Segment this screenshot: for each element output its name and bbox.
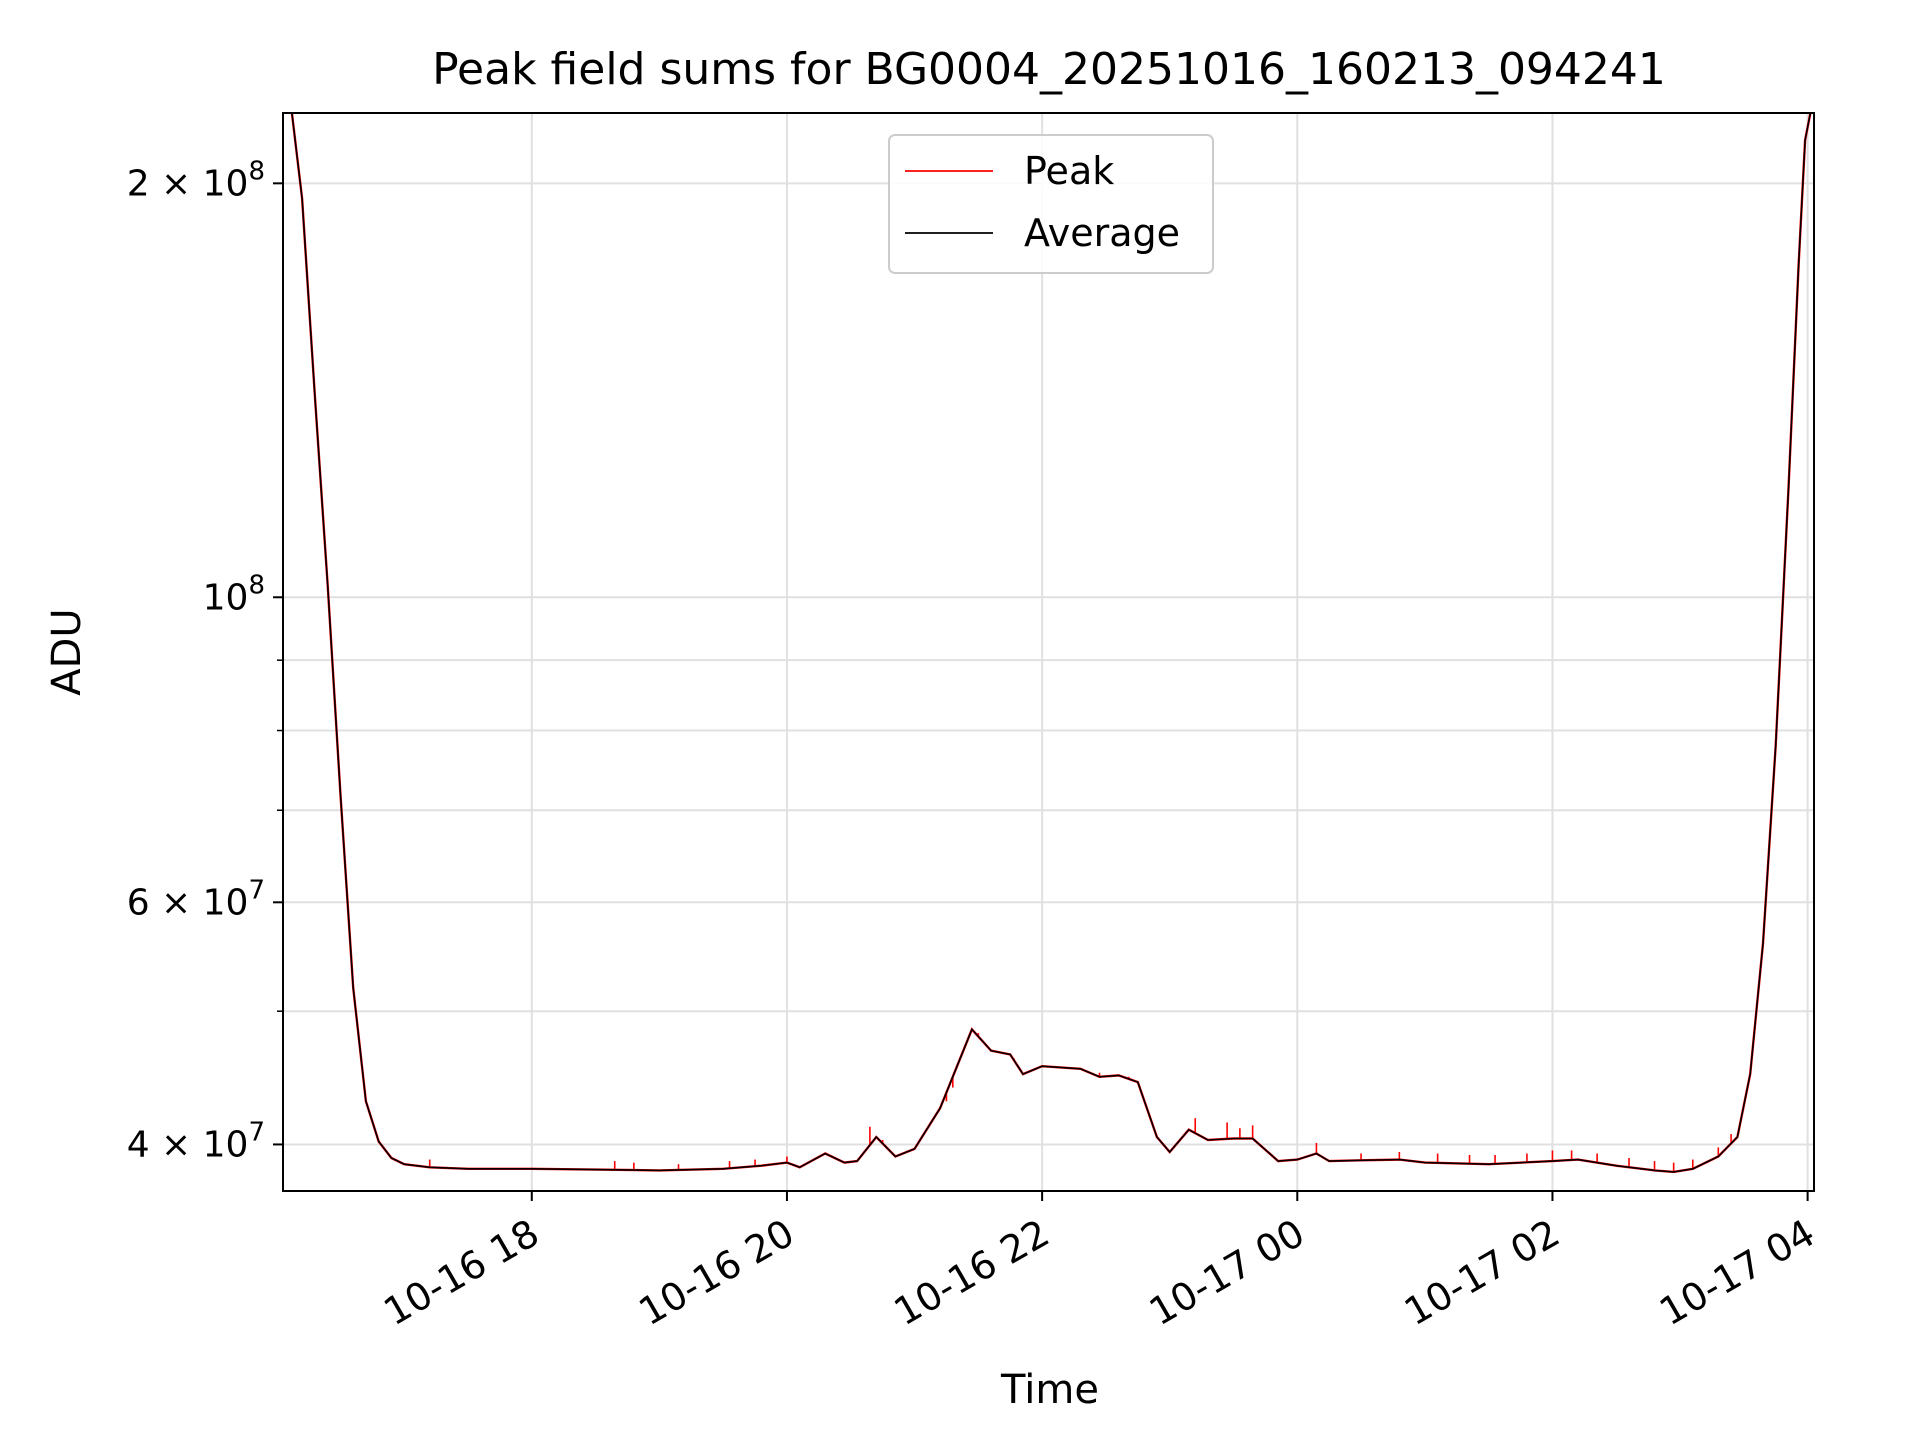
data-layer bbox=[290, 113, 1812, 1174]
average-series-line bbox=[290, 113, 1812, 1173]
y-tick-exponent: 7 bbox=[248, 1117, 265, 1147]
legend-peak-label: Peak bbox=[1024, 149, 1114, 193]
y-tick-exponent: 7 bbox=[248, 875, 265, 905]
plot-frame bbox=[282, 112, 1815, 1192]
legend-box bbox=[888, 134, 1214, 274]
legend: Peak Average bbox=[888, 134, 1214, 274]
y-tick-exponent: 8 bbox=[248, 570, 265, 600]
y-tick-label: 2 × 108 bbox=[127, 156, 265, 204]
y-axis-label: ADU bbox=[44, 608, 90, 695]
y-tick-exponent: 8 bbox=[248, 156, 265, 186]
chart-title: Peak field sums for BG0004_20251016_1602… bbox=[432, 44, 1666, 95]
y-tick-label: 6 × 107 bbox=[127, 875, 265, 923]
legend-average-label: Average bbox=[1024, 211, 1180, 255]
x-axis-label: Time bbox=[1000, 1367, 1099, 1413]
y-tick-label: 4 × 107 bbox=[127, 1117, 265, 1165]
